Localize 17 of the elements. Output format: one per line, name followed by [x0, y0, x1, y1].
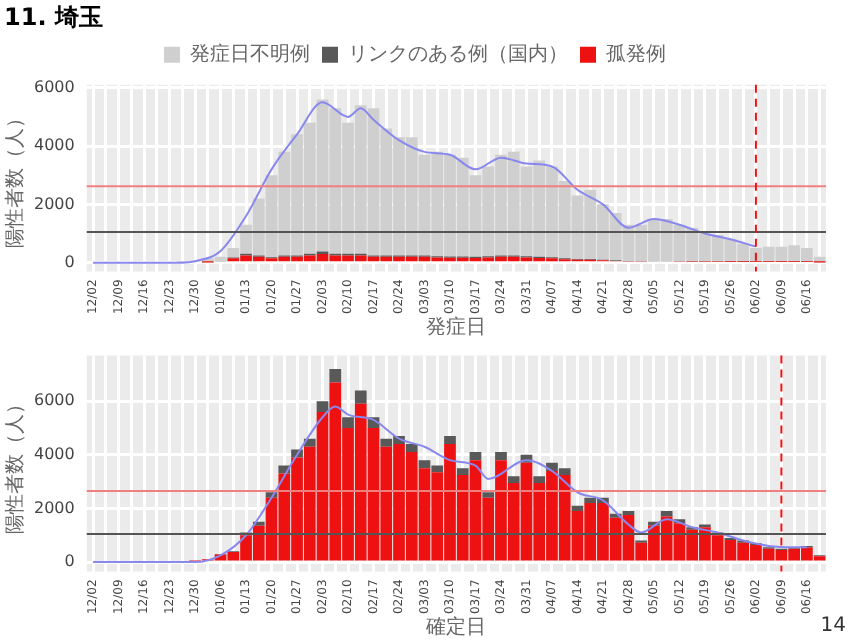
y-tick-label: 6000 [34, 391, 75, 410]
y-tick-label: 6000 [34, 77, 75, 96]
legend-label: 発症日不明例 [190, 41, 310, 66]
y-tick-label: 4000 [34, 136, 75, 155]
x-axis-title: 発症日 [426, 315, 487, 340]
x-axis-title: 確定日 [424, 615, 487, 640]
y-tick-label: 0 [64, 252, 75, 271]
y-tick-label: 2000 [34, 498, 75, 517]
chart-title: 11. 埼玉 [4, 2, 103, 31]
legend-label: リンクのある例（国内） [348, 41, 568, 66]
y-axis-title: 陽性者数（人） [3, 393, 28, 534]
y-tick-label: 4000 [34, 444, 75, 463]
y-tick-label: 0 [64, 552, 75, 571]
y-tick-label: 2000 [34, 194, 75, 213]
legend-label: 孤発例 [606, 41, 666, 66]
text: 14 [820, 615, 846, 638]
y-axis-title: 陽性者数（人） [3, 108, 28, 249]
